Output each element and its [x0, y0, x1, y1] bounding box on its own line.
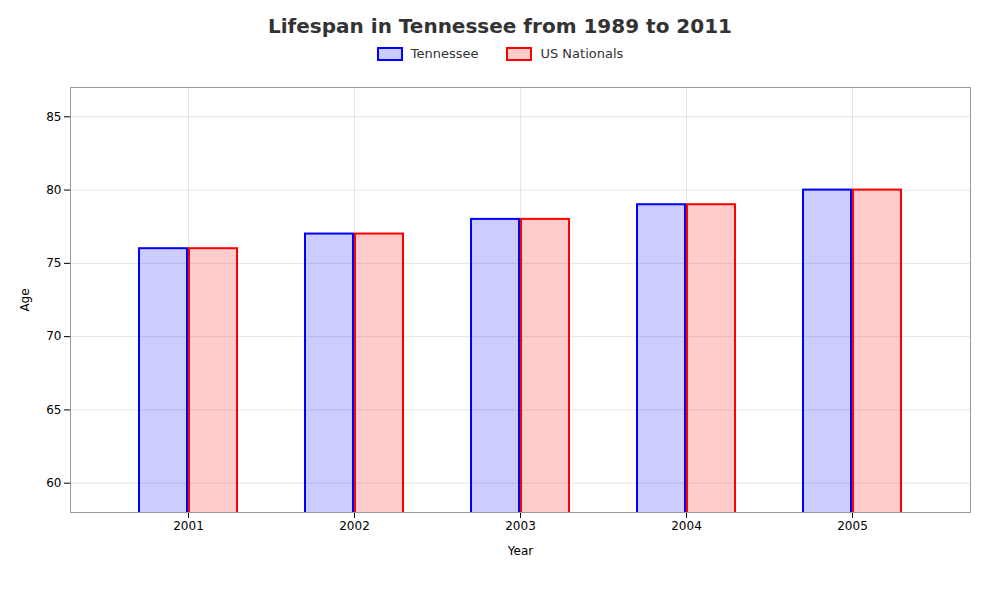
svg-text:2002: 2002 — [339, 519, 370, 533]
svg-text:75: 75 — [46, 256, 61, 270]
svg-text:2003: 2003 — [505, 519, 536, 533]
svg-text:2001: 2001 — [173, 519, 204, 533]
svg-text:60: 60 — [46, 476, 61, 490]
svg-text:2005: 2005 — [837, 519, 868, 533]
html-text:Lifespan in Tennessee from 198: Lifespan in Tennessee from 1989 to 2011 — [268, 14, 732, 38]
svg-text:70: 70 — [46, 329, 61, 343]
svg-text:Year: Year — [507, 544, 533, 558]
svg-text:80: 80 — [46, 183, 61, 197]
svg-text:Age: Age — [18, 288, 32, 311]
svg-text:85: 85 — [46, 110, 61, 124]
html-text:Tennessee: Tennessee — [410, 46, 479, 61]
svg-text:2004: 2004 — [671, 519, 702, 533]
html-text:US Nationals: US Nationals — [540, 46, 624, 61]
svg-text:65: 65 — [46, 403, 61, 417]
